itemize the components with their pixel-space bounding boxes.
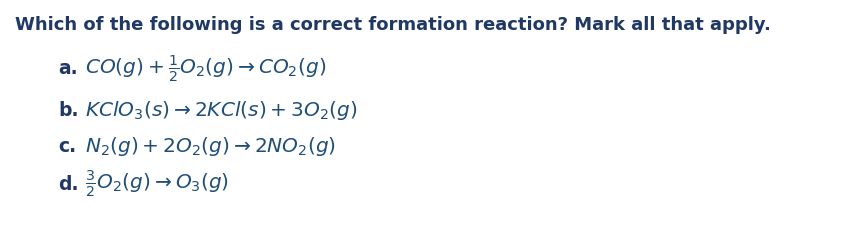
- Text: $\mathit{KClO_3(s) \rightarrow 2KCl(s) + 3O_2(g)}$: $\mathit{KClO_3(s) \rightarrow 2KCl(s) +…: [85, 100, 358, 122]
- Text: $\mathit{CO(g) + \frac{1}{2}O_2(g) \rightarrow CO_2(g)}$: $\mathit{CO(g) + \frac{1}{2}O_2(g) \righ…: [85, 54, 326, 84]
- Text: b.: b.: [58, 102, 79, 121]
- Text: Which of the following is a correct formation reaction? Mark all that apply.: Which of the following is a correct form…: [15, 16, 771, 34]
- Text: a.: a.: [58, 60, 78, 79]
- Text: $\mathit{N_2(g) + 2O_2(g) \rightarrow 2NO_2(g)}$: $\mathit{N_2(g) + 2O_2(g) \rightarrow 2N…: [85, 135, 336, 159]
- Text: $\mathit{\frac{3}{2}O_2(g) \rightarrow O_3(g)}$: $\mathit{\frac{3}{2}O_2(g) \rightarrow O…: [85, 169, 229, 199]
- Text: c.: c.: [58, 138, 76, 156]
- Text: d.: d.: [58, 174, 79, 193]
